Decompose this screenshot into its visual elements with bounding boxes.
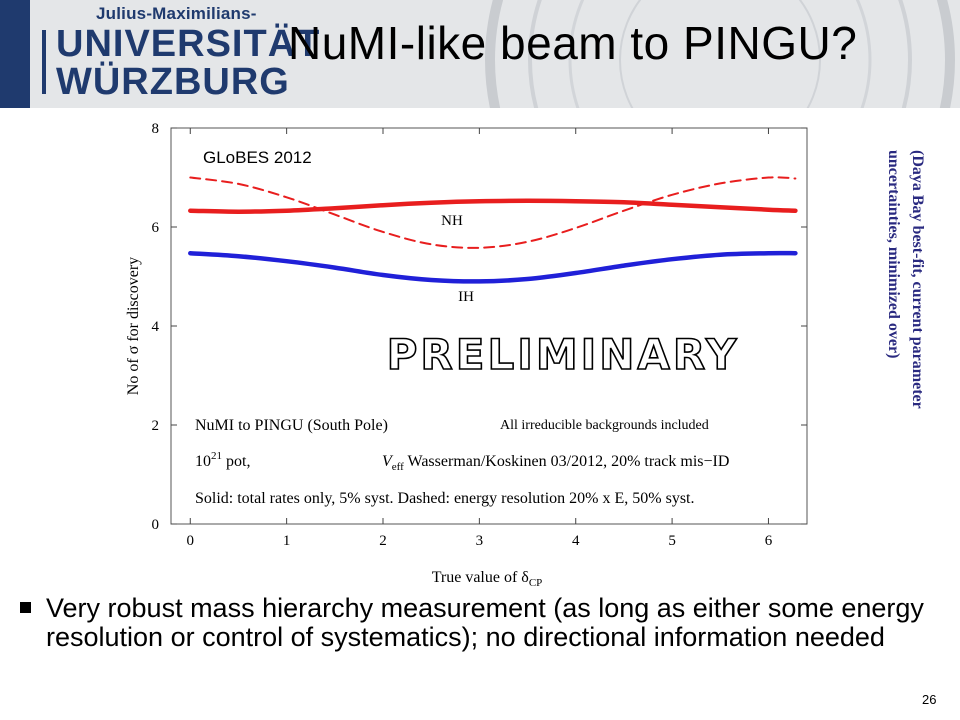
- pot-exponent: 21: [211, 450, 222, 462]
- y-tick-label: 8: [152, 121, 160, 137]
- x-axis-label-main: True value of δ: [432, 569, 529, 586]
- pot-base: 10: [195, 453, 211, 470]
- logo-line1: Julius-Maximilians-: [96, 4, 257, 23]
- nh-dashed-line: [189, 176, 797, 249]
- nh-solid-line: [188, 198, 798, 214]
- header-banner: Julius-Maximilians- UNIVERSITÄT WÜRZBURG: [0, 0, 960, 108]
- x-axis-label-sub: CP: [529, 577, 542, 589]
- preliminary-watermark: PRELIMINARY: [387, 330, 740, 379]
- series-layer: [188, 176, 798, 284]
- university-logo: Julius-Maximilians- UNIVERSITÄT WÜRZBURG: [0, 0, 319, 108]
- logo-frame: [42, 30, 52, 94]
- x-tick-label: 4: [572, 533, 580, 549]
- pot-label: 1021 pot,: [195, 450, 250, 470]
- backgrounds-label: All irreducible backgrounds included: [500, 418, 709, 433]
- x-tick-label: 3: [476, 533, 484, 549]
- discovery-chart: 0 1 2 3 4 5 6 0 2 4 6 8 GLoBES 2012 NH IH PRELIMINA…: [125, 121, 808, 589]
- side-note-text: (Daya Bay best-fit, current parameter un…: [885, 150, 926, 409]
- bullet-text: Very robust mass hierarchy measurement (…: [46, 593, 924, 652]
- x-tick-label: 0: [187, 533, 195, 549]
- veff-subscript: eff: [392, 461, 404, 473]
- veff-rest: Wasserman/Koskinen 03/2012, 20% track mi…: [404, 453, 730, 470]
- side-note: (Daya Bay best-fit, current parameter un…: [881, 150, 933, 550]
- university-seal-watermark: [485, 0, 955, 108]
- x-tick-label: 2: [379, 533, 387, 549]
- y-tick-label: 6: [152, 220, 160, 236]
- setup-label: NuMI to PINGU (South Pole): [195, 417, 388, 434]
- slide-title: NuMI-like beam to PINGU?: [288, 17, 858, 69]
- pot-rest: pot,: [222, 453, 250, 470]
- veff-label: Veff Wasserman/Koskinen 03/2012, 20% tra…: [382, 453, 729, 473]
- legend-note: Solid: total rates only, 5% syst. Dashed…: [195, 490, 695, 507]
- logo-line2: UNIVERSITÄT: [56, 23, 321, 65]
- x-tick-label: 1: [283, 533, 291, 549]
- x-tick-label: 5: [668, 533, 676, 549]
- ih-solid-line: [188, 250, 798, 284]
- y-tick-label: 0: [152, 517, 160, 533]
- veff-symbol: V: [382, 453, 394, 470]
- ih-label: IH: [458, 289, 474, 305]
- bullet-marker: [20, 602, 31, 613]
- page-number: 26: [922, 692, 937, 707]
- logo-line3: WÜRZBURG: [56, 61, 290, 103]
- x-tick-label: 6: [765, 533, 773, 549]
- logo-bar: [0, 0, 30, 108]
- nh-label: NH: [441, 213, 463, 229]
- x-axis-label: True value of δCP: [432, 569, 543, 589]
- y-axis-label: No of σ for discovery: [125, 257, 142, 395]
- y-tick-label: 4: [152, 319, 160, 335]
- y-tick-label: 2: [152, 418, 160, 434]
- axes-layer: 0 1 2 3 4 5 6 0 2 4 6 8: [152, 121, 807, 549]
- globes-label: GLoBES 2012: [203, 148, 312, 167]
